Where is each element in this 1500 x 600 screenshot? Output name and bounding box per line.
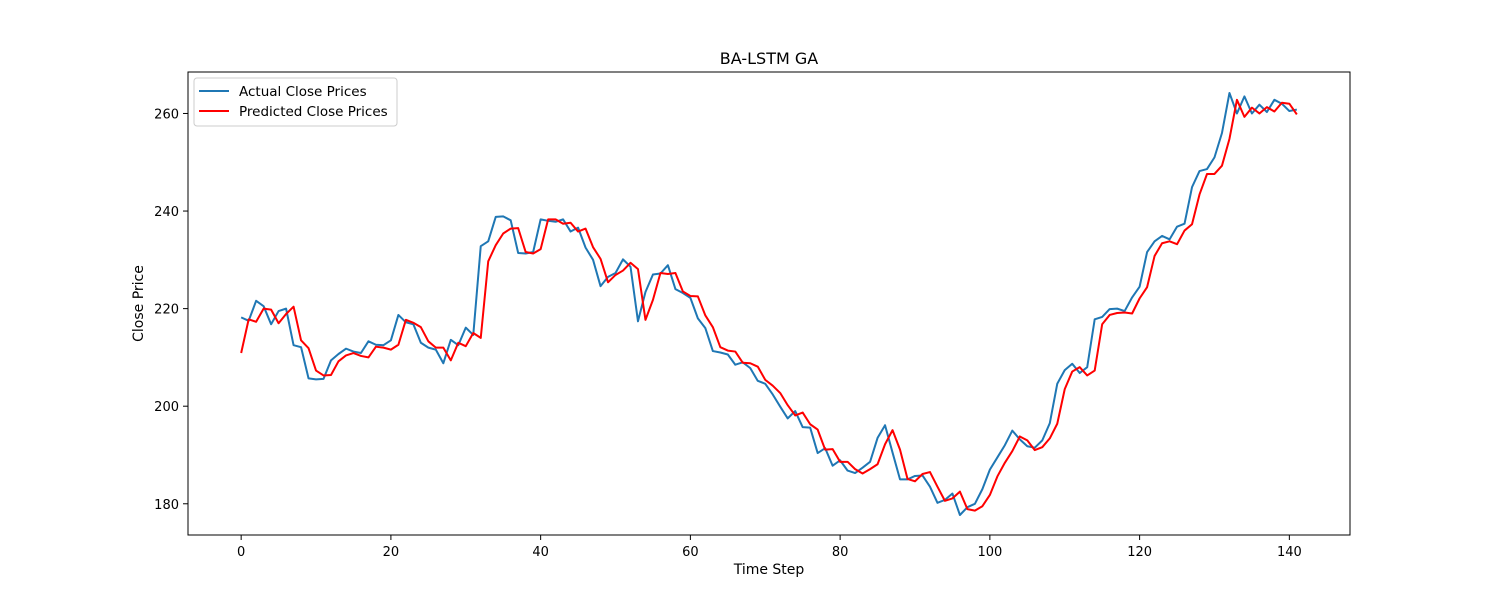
x-tick-label: 0 [237, 545, 245, 560]
x-tick-label: 80 [832, 545, 849, 560]
y-tick-label: 260 [154, 107, 179, 122]
chart-title: BA-LSTM GA [720, 49, 818, 68]
series-line-actual [240, 91, 1298, 516]
x-tick-label: 20 [383, 545, 400, 560]
plot-area [187, 71, 1351, 536]
legend-label-actual: Actual Close Prices [239, 84, 367, 100]
y-tick-label: 200 [154, 400, 179, 415]
y-tick-label: 240 [154, 205, 179, 220]
x-tick-label: 40 [532, 545, 549, 560]
x-tick-label: 60 [682, 545, 699, 560]
y-tick-label: 180 [154, 498, 179, 513]
legend-label-predicted: Predicted Close Prices [239, 104, 388, 120]
y-tick-label: 220 [154, 303, 179, 318]
series-line-predicted [240, 98, 1298, 512]
legend: Actual Close Prices Predicted Close Pric… [193, 77, 398, 127]
x-tick-label: 120 [1127, 545, 1152, 560]
x-axis: 0 20 40 60 80 100 120 140 [237, 535, 1302, 560]
legend-box [193, 77, 398, 127]
x-tick-label: 100 [977, 545, 1002, 560]
series-layer [240, 91, 1298, 516]
y-axis: 180 200 220 240 260 [154, 107, 188, 513]
x-axis-label: Time Step [733, 562, 805, 578]
plot-frame [187, 71, 1351, 536]
y-axis-label: Close Price [131, 265, 147, 342]
x-tick-label: 140 [1277, 545, 1302, 560]
